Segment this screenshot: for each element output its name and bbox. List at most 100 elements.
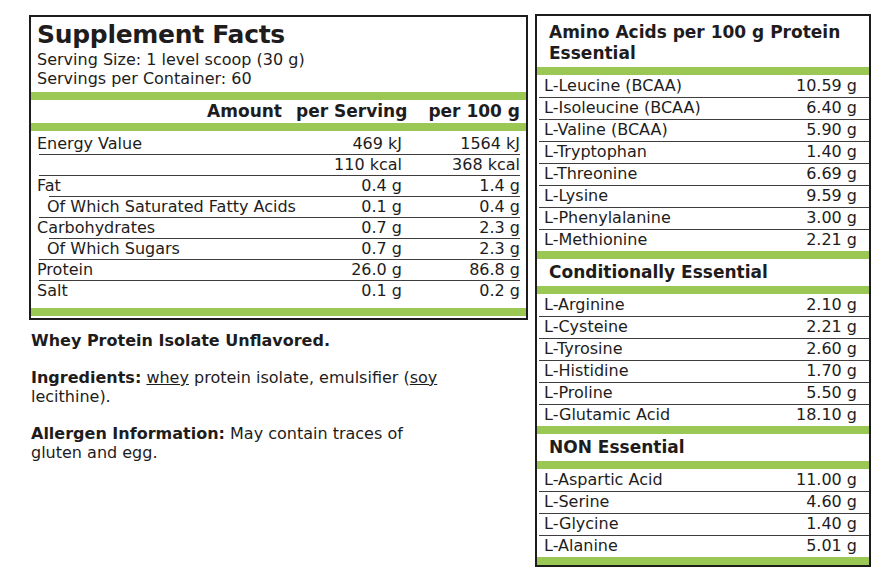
value-per-serving: 110 kcal (296, 154, 402, 175)
value-per-serving: 26.0 g (296, 259, 402, 280)
value-per-100g: 0.2 g (402, 280, 520, 301)
text-segment: May contain traces of (225, 424, 403, 443)
allergen-label: Allergen Information: (31, 424, 225, 443)
green-divider (537, 426, 869, 434)
amino-value: 2.60 g (806, 338, 857, 360)
amino-acids-title-line1: Amino Acids per 100 g Protein (549, 22, 861, 43)
amino-name: L-Alanine (544, 535, 806, 557)
amino-value: 18.10 g (796, 404, 857, 426)
amino-name: L-Lysine (544, 185, 806, 207)
amino-value: 6.69 g (806, 163, 857, 185)
servings-per-container: Servings per Container: 60 (31, 69, 526, 88)
text-segment: protein isolate, emulsifier ( (189, 368, 410, 387)
amino-name: L-Proline (544, 382, 806, 404)
table-row: Salt 0.1 g 0.2 g (37, 280, 520, 301)
amino-name: L-Tryptophan (544, 141, 806, 163)
amino-row: L-Valine (BCAA) 5.90 g (537, 119, 869, 141)
essential-rows: L-Leucine (BCAA) 10.59 g L-Isoleucine (B… (537, 75, 869, 251)
text-segment: gluten and egg. (31, 443, 158, 462)
amino-name: L-Isoleucine (BCAA) (544, 97, 806, 119)
nutrient-label: Protein (37, 259, 296, 280)
amino-value: 9.59 g (806, 185, 857, 207)
table-row: Protein 26.0 g 86.8 g (37, 259, 520, 280)
amino-value: 6.40 g (806, 97, 857, 119)
value-per-serving: 0.1 g (296, 280, 402, 301)
facts-title: Supplement Facts (31, 17, 526, 50)
green-divider (537, 251, 869, 259)
amino-value: 10.59 g (796, 75, 857, 97)
value-per-100g: 0.4 g (402, 196, 520, 217)
amino-value: 5.50 g (806, 382, 857, 404)
section-title-conditionally-essential: Conditionally Essential (537, 259, 869, 286)
amino-value: 5.90 g (806, 119, 857, 141)
non-essential-rows: L-Aspartic Acid 11.00 g L-Serine 4.60 g … (537, 469, 869, 557)
value-per-serving: 0.4 g (296, 175, 402, 196)
table-row: Energy Value 469 kJ 1564 kJ (37, 133, 520, 154)
amino-value: 1.40 g (806, 141, 857, 163)
green-divider (31, 308, 526, 316)
amino-name: L-Glycine (544, 513, 806, 535)
amino-value: 11.00 g (796, 469, 857, 491)
value-per-serving: 0.7 g (296, 217, 402, 238)
header-per-serving: per Serving (296, 100, 402, 123)
ingredients-paragraph: Ingredients: whey protein isolate, emuls… (31, 368, 517, 406)
amino-name: L-Valine (BCAA) (544, 119, 806, 141)
serving-size: Serving Size: 1 level scoop (30 g) (31, 50, 526, 69)
supplement-facts-panel: Supplement Facts Serving Size: 1 level s… (29, 15, 528, 320)
green-divider (31, 123, 526, 131)
amino-name: L-Threonine (544, 163, 806, 185)
amino-name: L-Phenylalanine (544, 207, 806, 229)
value-per-serving: 469 kJ (296, 133, 402, 154)
value-per-100g: 1564 kJ (402, 133, 520, 154)
amino-row: L-Arginine 2.10 g (537, 294, 869, 316)
supplement-label: Supplement Facts Serving Size: 1 level s… (0, 0, 880, 581)
amino-name: L-Arginine (544, 294, 806, 316)
amino-value: 3.00 g (806, 207, 857, 229)
amino-row: L-Histidine 1.70 g (537, 360, 869, 382)
amino-row: L-Isoleucine (BCAA) 6.40 g (537, 97, 869, 119)
amino-value: 5.01 g (806, 535, 857, 557)
value-per-100g: 2.3 g (402, 217, 520, 238)
amino-acids-panel: Amino Acids per 100 g Protein Essential … (535, 14, 871, 567)
green-divider (31, 92, 526, 100)
value-per-100g: 1.4 g (402, 175, 520, 196)
green-divider (537, 286, 869, 294)
amino-acids-title: Amino Acids per 100 g Protein Essential (537, 16, 869, 67)
nutrient-label: Energy Value (37, 133, 296, 154)
amino-name: L-Histidine (544, 360, 806, 382)
amino-name: L-Cysteine (544, 316, 806, 338)
amino-value: 1.70 g (806, 360, 857, 382)
nutrient-label: Carbohydrates (37, 217, 296, 238)
amino-row: L-Tyrosine 2.60 g (537, 338, 869, 360)
allergen-paragraph: Allergen Information: May contain traces… (31, 424, 517, 462)
amino-row: L-Cysteine 2.21 g (537, 316, 869, 338)
green-divider (537, 557, 869, 565)
product-name: Whey Protein Isolate Unflavored. (31, 331, 517, 350)
table-row: Fat 0.4 g 1.4 g (37, 175, 520, 196)
value-per-100g: 368 kcal (402, 154, 520, 175)
value-per-100g: 86.8 g (402, 259, 520, 280)
green-divider (537, 67, 869, 75)
text-segment: lecithine). (31, 387, 111, 406)
amino-value: 2.21 g (806, 229, 857, 251)
ingredients-label: Ingredients: (31, 368, 141, 387)
amino-row: L-Serine 4.60 g (537, 491, 869, 513)
amino-value: 4.60 g (806, 491, 857, 513)
amino-row: L-Tryptophan 1.40 g (537, 141, 869, 163)
nutrient-table: Energy Value 469 kJ 1564 kJ 110 kcal 368… (31, 131, 526, 301)
section-title-non-essential: NON Essential (537, 434, 869, 461)
amino-name: L-Serine (544, 491, 806, 513)
amino-name: L-Leucine (BCAA) (544, 75, 796, 97)
header-amount: Amount (37, 100, 296, 123)
nutrient-label: Salt (37, 280, 296, 301)
amino-name: L-Glutamic Acid (544, 404, 796, 426)
amino-value: 2.21 g (806, 316, 857, 338)
value-per-serving: 0.7 g (296, 238, 402, 259)
conditionally-essential-rows: L-Arginine 2.10 g L-Cysteine 2.21 g L-Ty… (537, 294, 869, 426)
table-subrow: Of Which Saturated Fatty Acids 0.1 g 0.4… (37, 196, 520, 217)
amino-row: L-Alanine 5.01 g (537, 535, 869, 557)
nutrient-label: Of Which Saturated Fatty Acids (37, 196, 296, 217)
amino-row: L-Threonine 6.69 g (537, 163, 869, 185)
amino-row: L-Glutamic Acid 18.10 g (537, 404, 869, 426)
table-row: Carbohydrates 0.7 g 2.3 g (37, 217, 520, 238)
